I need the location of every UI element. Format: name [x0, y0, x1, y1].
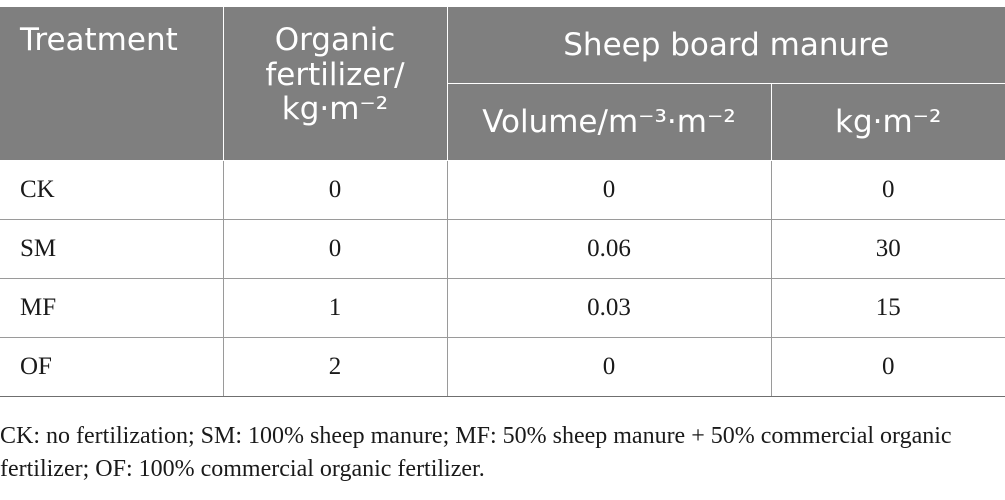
header-kg: kg·m⁻² — [770, 83, 1005, 161]
header-treatment: Treatment — [0, 7, 224, 161]
cell-kg: 0 — [770, 160, 1005, 220]
cell-treatment: OF — [0, 337, 223, 397]
cell-kg: 30 — [770, 219, 1005, 279]
cell-volume: 0 — [446, 337, 771, 397]
cell-volume: 0.03 — [446, 278, 771, 338]
cell-volume: 0.06 — [446, 219, 771, 279]
cell-treatment: MF — [0, 278, 223, 338]
cell-organic-fertilizer: 2 — [222, 337, 447, 397]
cell-treatment: CK — [0, 160, 223, 220]
cell-organic-fertilizer: 0 — [222, 160, 447, 220]
table-row: SM 0 0.06 30 — [0, 219, 1005, 279]
table-row: CK 0 0 0 — [0, 160, 1005, 220]
cell-organic-fertilizer: 0 — [222, 219, 447, 279]
table-row: OF 2 0 0 — [0, 337, 1005, 397]
header-volume: Volume/m⁻³·m⁻² — [446, 83, 772, 161]
cell-kg: 0 — [770, 337, 1005, 397]
table-footnote: CK: no fertilization; SM: 100% sheep man… — [0, 423, 952, 482]
header-sheep-board-manure: Sheep board manure — [446, 7, 1005, 84]
table-body: CK 0 0 0 SM 0 0.06 30 MF 1 0.03 15 OF 2 … — [0, 160, 1005, 397]
cell-volume: 0 — [446, 160, 771, 220]
table-row: MF 1 0.03 15 — [0, 278, 1005, 338]
table-header: Treatment Organic fertilizer/ kg·m⁻² She… — [0, 7, 1005, 161]
cell-treatment: SM — [0, 219, 223, 279]
fertilizer-treatment-table: Treatment Organic fertilizer/ kg·m⁻² She… — [0, 7, 1005, 397]
header-organic-fertilizer: Organic fertilizer/ kg·m⁻² — [222, 7, 448, 161]
cell-kg: 15 — [770, 278, 1005, 338]
cell-organic-fertilizer: 1 — [222, 278, 447, 338]
